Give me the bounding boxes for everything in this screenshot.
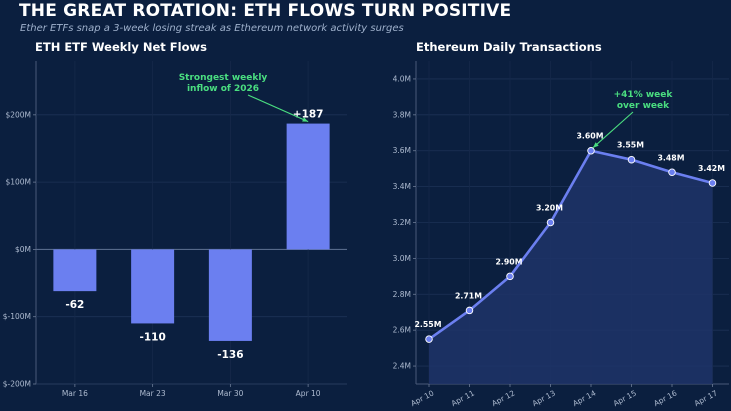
- y-tick-label: 4.0M: [393, 74, 411, 83]
- annotation-arrowhead: [593, 142, 599, 148]
- annotation-arrowhead: [302, 117, 309, 122]
- point-value-label: 3.20M: [536, 204, 563, 213]
- x-tick-label: Apr 16: [652, 388, 678, 408]
- y-tick-label: 3.0M: [393, 254, 411, 263]
- annotation-text-line-2: inflow of 2026: [187, 84, 259, 94]
- data-point: [587, 146, 595, 155]
- annotation-text-line-1: +41% week: [614, 90, 674, 100]
- data-point: [668, 168, 676, 177]
- series-line: [428, 149, 713, 341]
- data-point: [546, 218, 555, 227]
- x-tick-label: Apr 15: [612, 388, 638, 408]
- point-value-label: 3.42M: [698, 164, 725, 173]
- y-tick-label: $100M: [5, 178, 31, 187]
- y-tick-label: 3.8M: [393, 110, 411, 119]
- x-tick-label: Apr 10: [296, 389, 321, 398]
- y-tick-label: $200M: [5, 110, 31, 119]
- bar-apr-10: [286, 123, 330, 250]
- x-tick-label: Apr 17: [693, 388, 719, 408]
- x-tick-label: Apr 12: [490, 388, 516, 408]
- data-point: [425, 335, 433, 343]
- annotation-text-line-1: Strongest weekly: [179, 73, 268, 83]
- bar-value-label: -110: [139, 331, 165, 343]
- data-point: [465, 306, 474, 315]
- line-chart-title: Ethereum Daily Transactions: [416, 40, 602, 54]
- x-tick-label: Mar 16: [62, 389, 88, 398]
- bar-mar-23: [131, 249, 175, 324]
- x-tick-label: Apr 14: [571, 388, 597, 408]
- annotation-arrow: [247, 94, 309, 123]
- bar-mar-16: [53, 249, 97, 292]
- bar-value-label: -136: [217, 349, 243, 361]
- point-value-label: 3.60M: [577, 132, 604, 141]
- x-tick-label: Mar 30: [217, 389, 243, 398]
- point-value-label: 3.48M: [658, 153, 685, 162]
- point-value-label: 2.55M: [415, 320, 442, 329]
- bar-chart-title: ETH ETF Weekly Net Flows: [35, 40, 207, 54]
- annotation-arrow: [592, 111, 634, 149]
- annotation-text-line-2: over week: [617, 101, 670, 111]
- point-value-label: 2.71M: [455, 291, 482, 300]
- y-tick-label: 2.8M: [393, 290, 411, 299]
- data-point: [708, 179, 717, 187]
- page-subtitle: Ether ETFs snap a 3-week losing streak a…: [20, 23, 404, 34]
- x-tick-label: Apr 10: [409, 388, 435, 408]
- y-tick-label: 3.6M: [393, 146, 411, 155]
- y-tick-label: 3.4M: [393, 182, 411, 191]
- area-fill: [429, 150, 713, 384]
- bar-value-label: -62: [65, 299, 84, 311]
- y-tick-label: $0M: [15, 245, 31, 254]
- x-tick-label: Apr 13: [531, 388, 557, 408]
- data-point: [506, 272, 514, 281]
- point-value-label: 2.90M: [496, 257, 523, 266]
- point-value-label: 3.55M: [617, 141, 644, 150]
- page-title: THE GREAT ROTATION: ETH FLOWS TURN POSIT…: [19, 1, 512, 21]
- x-tick-label: Apr 11: [450, 388, 476, 408]
- y-tick-label: $-100M: [3, 312, 31, 321]
- y-tick-label: 2.6M: [393, 326, 411, 335]
- y-tick-label: $-200M: [3, 380, 31, 389]
- x-tick-label: Mar 23: [140, 389, 166, 398]
- y-tick-label: 3.2M: [393, 218, 411, 227]
- y-tick-label: 2.4M: [393, 362, 411, 371]
- bar-value-label: +187: [293, 109, 324, 121]
- data-point: [627, 155, 636, 164]
- bar-mar-30: [208, 249, 252, 341]
